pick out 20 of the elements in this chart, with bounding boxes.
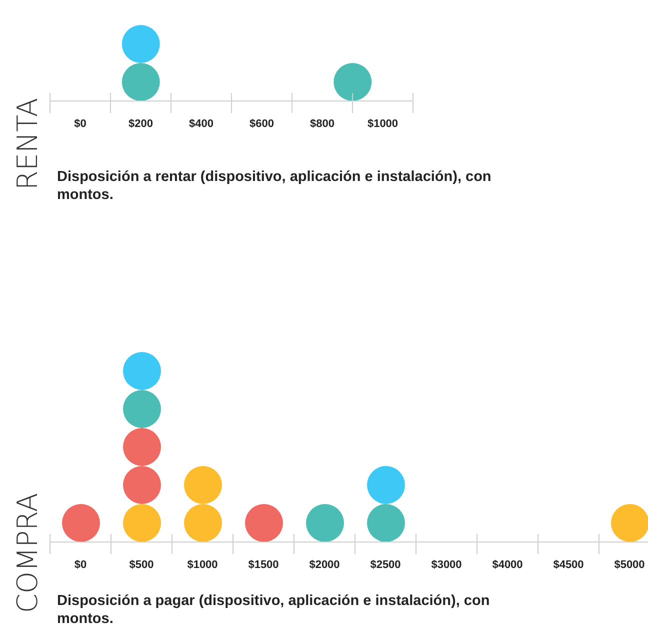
x-tick-label: $1000 <box>187 559 218 571</box>
text: Disposición a rentar (dispositivo, aplicación e instalación), con montos. <box>57 168 492 204</box>
x-tick-label: $1000 <box>367 118 398 130</box>
x-tick-label: $0 <box>74 559 87 571</box>
x-tick-label: $4000 <box>492 559 523 571</box>
x-tick-label: $5000 <box>614 559 645 571</box>
x-tick-label: $600 <box>250 118 274 130</box>
x-tick-label: $200 <box>128 118 153 130</box>
x-tick-label: $500 <box>129 559 154 571</box>
x-tick-label: $4500 <box>553 559 584 571</box>
x-tick-label: $2000 <box>309 559 340 571</box>
y-axis-title: RENTA <box>10 96 45 192</box>
x-tick-label: $1500 <box>248 559 279 571</box>
x-tick-label: $2500 <box>370 559 401 571</box>
x-tick-label: $400 <box>189 118 214 130</box>
x-tick-label: $800 <box>310 118 334 130</box>
x-tick-label: $0 <box>74 118 86 130</box>
x-tick-label: $3000 <box>431 559 462 571</box>
y-axis-title: COMPRA <box>10 492 45 616</box>
text: Disposición a pagar (dispositivo, aplicación e instalación), con montos. <box>57 592 491 628</box>
